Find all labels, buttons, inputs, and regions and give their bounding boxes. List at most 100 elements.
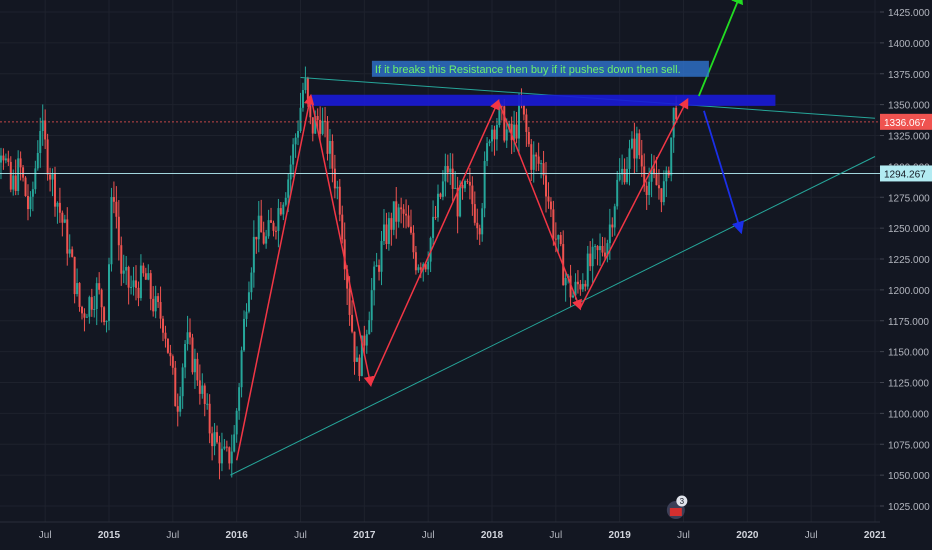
event-marker[interactable]: 3 bbox=[666, 495, 688, 520]
resistance-zone[interactable] bbox=[310, 94, 776, 106]
event-count: 3 bbox=[680, 497, 685, 506]
sell-arrow[interactable] bbox=[703, 110, 745, 235]
time-tick-label: 2016 bbox=[226, 530, 249, 541]
candle-body bbox=[574, 281, 577, 296]
candle-body bbox=[216, 432, 219, 443]
buy-arrow[interactable] bbox=[697, 0, 743, 97]
red-arrow[interactable] bbox=[235, 93, 315, 461]
candle-body bbox=[657, 185, 660, 189]
annotation-box[interactable]: If it breaks this Resistance then buy if… bbox=[371, 60, 709, 77]
candle-body bbox=[491, 129, 493, 142]
candle-body bbox=[245, 311, 248, 319]
candle-body bbox=[461, 184, 464, 189]
drawings[interactable] bbox=[230, 0, 876, 476]
candle-body bbox=[341, 214, 344, 240]
candle-body bbox=[63, 219, 66, 223]
red-arrow[interactable] bbox=[370, 99, 500, 386]
candle-body bbox=[648, 181, 651, 196]
candle-body bbox=[326, 121, 329, 154]
candle-body bbox=[189, 332, 192, 338]
candle-body bbox=[240, 350, 243, 388]
candle-body bbox=[363, 335, 366, 346]
candle-body bbox=[397, 207, 400, 222]
time-axis[interactable]: Jul 2015 Jul 2016 Jul 2017 Jul 2018 Jul 2019 Jul 20… bbox=[0, 521, 887, 550]
candle-body bbox=[135, 280, 138, 288]
time-tick-label: Jul bbox=[805, 530, 818, 541]
candle-body bbox=[626, 168, 629, 183]
candle-body bbox=[579, 284, 582, 290]
candle-body bbox=[235, 410, 238, 435]
price-tick-label: 1250.000 bbox=[888, 224, 930, 235]
candle-body bbox=[387, 218, 390, 245]
candle-body bbox=[282, 204, 285, 215]
candle-body bbox=[218, 442, 221, 464]
candle-body bbox=[289, 164, 292, 180]
price-label-bg bbox=[880, 165, 932, 182]
candle-body bbox=[493, 129, 496, 140]
candle-body bbox=[80, 306, 83, 314]
candle-body bbox=[191, 337, 194, 373]
candle-body bbox=[220, 448, 223, 464]
candle-body bbox=[162, 318, 165, 333]
rising-trendline[interactable] bbox=[230, 156, 876, 476]
candle-body bbox=[446, 165, 449, 173]
candle-body bbox=[174, 367, 177, 407]
candle-body bbox=[549, 201, 552, 210]
candle-body bbox=[213, 432, 216, 447]
price-tick-label: 1375.000 bbox=[888, 70, 930, 81]
candle-body bbox=[353, 331, 356, 362]
price-tick-label: 1400.000 bbox=[888, 39, 930, 50]
candle-body bbox=[564, 278, 567, 286]
candle-body bbox=[287, 179, 290, 198]
candle-body bbox=[257, 215, 260, 240]
candle-body bbox=[171, 356, 174, 368]
candle-body bbox=[108, 264, 110, 321]
price-tick-label: 1125.000 bbox=[888, 379, 929, 390]
candle-body bbox=[166, 338, 169, 353]
candle-body bbox=[267, 220, 270, 237]
time-tick-label: 2021 bbox=[864, 530, 887, 541]
candle-body bbox=[198, 380, 201, 394]
candle-body bbox=[402, 209, 405, 214]
candle-body bbox=[650, 168, 653, 182]
price-label-bg bbox=[880, 113, 932, 130]
candle-body bbox=[233, 434, 236, 452]
candle-body bbox=[260, 215, 263, 233]
candle-body bbox=[653, 168, 656, 175]
candle-body bbox=[176, 406, 179, 412]
candle-body bbox=[675, 107, 678, 120]
candle-body bbox=[348, 288, 351, 315]
red-arrow[interactable] bbox=[579, 97, 689, 309]
candle-body bbox=[24, 177, 27, 196]
candle-body bbox=[616, 179, 619, 207]
candle-body bbox=[179, 396, 182, 412]
candle-body bbox=[351, 314, 354, 332]
candle-body bbox=[14, 175, 17, 192]
candle-body bbox=[473, 204, 476, 223]
candle-body bbox=[638, 133, 641, 156]
candle-body bbox=[127, 267, 130, 288]
price-axis[interactable]: 1025.000 1050.000 1075.000 1100.000 1125.000… bbox=[880, 0, 932, 550]
red-arrow[interactable] bbox=[497, 100, 582, 311]
candle-body bbox=[412, 232, 415, 253]
candle-body bbox=[184, 344, 187, 368]
candle-body bbox=[139, 265, 142, 299]
candle-body bbox=[640, 155, 643, 167]
candle-body bbox=[147, 273, 150, 280]
candle-body bbox=[427, 261, 430, 270]
candle-body bbox=[311, 117, 314, 134]
candle-body bbox=[365, 334, 368, 346]
price-tick-label: 1050.000 bbox=[888, 471, 930, 482]
candle-body bbox=[301, 90, 304, 108]
candle-body bbox=[643, 166, 646, 186]
candle-body bbox=[247, 292, 250, 312]
candle-body bbox=[130, 286, 133, 288]
candle-body bbox=[635, 133, 638, 159]
time-axis-bg bbox=[0, 522, 880, 550]
red-arrow[interactable] bbox=[309, 95, 375, 388]
candle-body bbox=[95, 283, 98, 309]
flag-stripe bbox=[669, 508, 682, 516]
candle-body bbox=[515, 124, 518, 139]
